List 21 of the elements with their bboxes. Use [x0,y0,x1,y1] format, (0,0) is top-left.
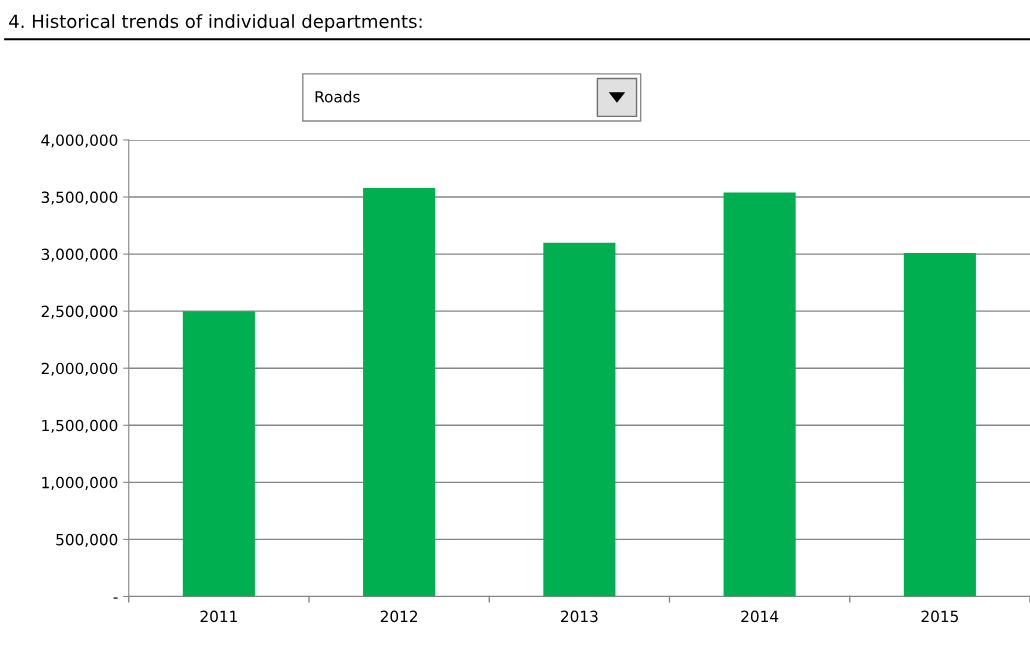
bar [543,242,616,597]
y-tick-label: 3,000,000 [41,248,118,262]
bar [182,311,255,597]
x-tick-label: 2013 [561,610,598,623]
x-tick-label: 2014 [741,610,779,623]
y-tick-label: 4,000,000 [41,134,118,148]
y-tick-label: 500,000 [56,533,118,547]
y-tick-label: 1,500,000 [42,419,118,433]
y-tick-label: 3,500,000 [41,191,118,205]
y-tick-label: 1,000,000 [42,476,118,490]
bar [903,252,976,597]
y-tick-label: 2,000,000 [41,362,118,376]
x-tick-label: 2015 [921,610,958,623]
chart-subtitle: Roads [315,90,360,103]
bar [723,192,796,597]
x-tick-label: 2012 [380,610,418,623]
chart-title: 4. Historical trends of individual departments: [9,14,422,32]
y-tick-label: 2,500,000 [41,305,118,319]
y-tick-label: - [113,597,118,599]
bar [363,187,436,597]
x-tick-label: 2011 [200,610,237,623]
